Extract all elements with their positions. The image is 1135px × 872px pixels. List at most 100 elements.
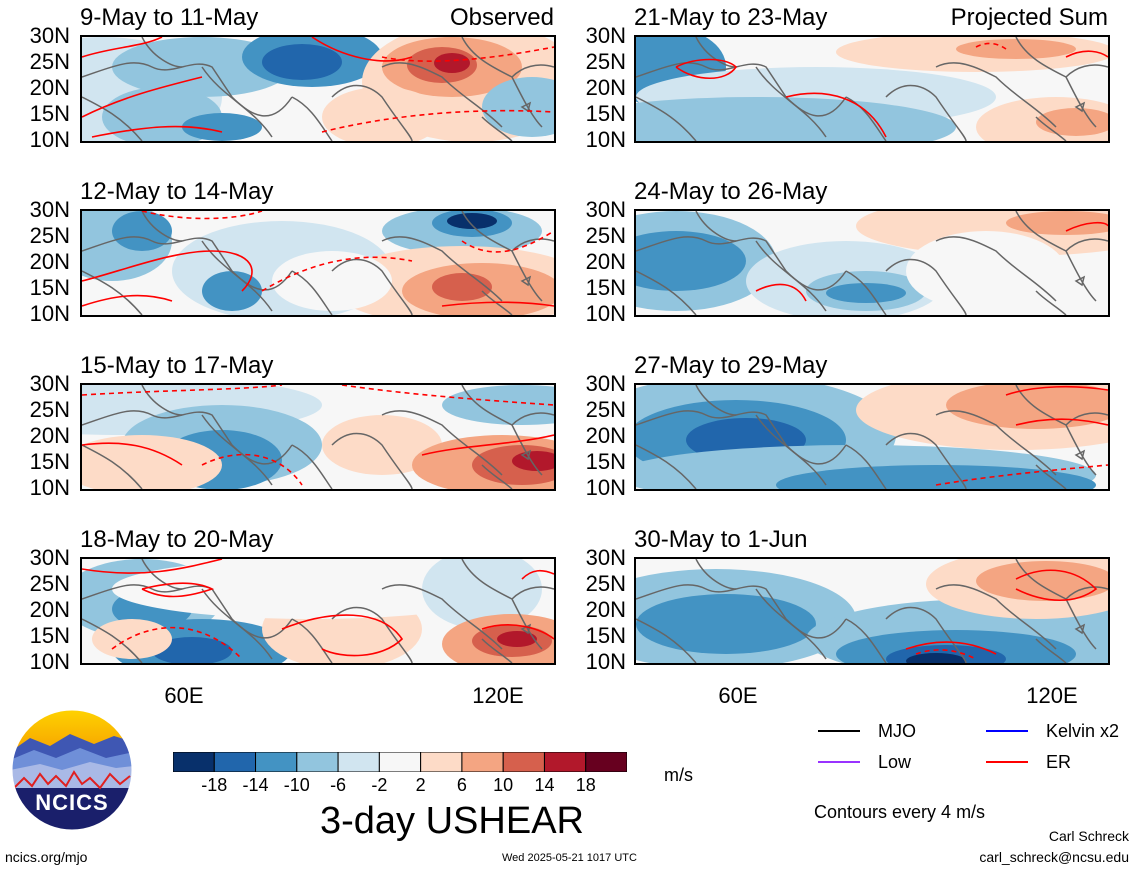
shaded-region-12	[482, 77, 554, 137]
er-contour-1	[1015, 569, 1098, 602]
shaded-region-4	[262, 44, 342, 80]
coastline-7	[1065, 586, 1108, 600]
coastline-2	[755, 240, 827, 312]
lat-label-right-3-25n: 25N	[585, 397, 626, 422]
panel-tag-5: Projected Sum	[950, 4, 1108, 31]
colorbar-swatch-10	[543, 751, 587, 773]
shaded-region-6	[1036, 108, 1108, 136]
ncics-logo-graphic	[11, 709, 133, 831]
footer-email[interactable]: carl_schreck@ncsu.edu	[979, 849, 1129, 865]
lat-label-left-1-25n: 25N	[29, 49, 70, 74]
er-contour-1	[82, 250, 253, 292]
coastline-1	[636, 236, 847, 291]
ncics-logo: NCICS	[10, 708, 134, 832]
lon-label-60e-right: 60E	[718, 683, 758, 708]
map-panel-5	[634, 35, 1110, 143]
map-panel-6-svg	[636, 211, 1108, 315]
coastline-9	[141, 385, 183, 416]
coastline-10	[481, 290, 513, 315]
coastline-5	[935, 236, 1057, 302]
lat-label-right-3-15n: 15N	[585, 449, 626, 474]
er-contour-2	[1065, 221, 1108, 232]
colorbar-swatch-8	[461, 751, 504, 773]
lat-label-left-2-10n: 10N	[29, 301, 70, 326]
map-panel-7-svg	[636, 385, 1108, 489]
er-contour-6	[521, 569, 554, 580]
coastline-11	[520, 101, 532, 113]
shaded-region-7	[636, 97, 956, 141]
shaded-region-5	[826, 283, 906, 303]
colorbar-tick-5: -2	[371, 775, 388, 795]
lat-label-right-4-25n: 25N	[585, 571, 626, 596]
coastline-5	[935, 62, 1057, 128]
er-contour-1	[82, 559, 223, 574]
er-contour-2	[82, 294, 173, 307]
panel-title-8: 30-May to 1-Jun	[634, 526, 808, 553]
coastline-7	[1065, 412, 1108, 426]
colorbar-svg	[172, 751, 628, 773]
coastline-11	[1074, 623, 1086, 635]
coastline-9	[141, 211, 183, 242]
coastline-8	[636, 270, 697, 315]
lat-label-left-3-15n: 15N	[29, 449, 70, 474]
coastline-6	[461, 559, 543, 650]
shaded-region-8	[976, 561, 1108, 601]
shaded-region-6	[447, 213, 497, 229]
coastline-6	[1015, 385, 1097, 476]
coastline-3	[845, 96, 887, 141]
coastline-6	[1015, 37, 1097, 128]
coastline-1	[636, 410, 847, 465]
shaded-region-11	[322, 87, 442, 141]
panel-title-7: 27-May to 29-May	[634, 352, 828, 379]
er-contour-5	[481, 624, 554, 640]
coastline-3	[291, 618, 333, 663]
coastline-11	[1074, 101, 1086, 113]
shaded-region-4	[152, 637, 232, 663]
coastline-2	[201, 414, 273, 486]
lat-label-right-2-15n: 15N	[585, 275, 626, 300]
lat-label-right-4-15n: 15N	[585, 623, 626, 648]
colorbar-swatch-6	[378, 751, 422, 773]
coastline-6	[461, 211, 543, 302]
coastline-8	[82, 96, 143, 141]
coastline-4	[885, 432, 967, 489]
er-contour-5	[381, 46, 554, 62]
coastline-7	[1065, 64, 1108, 78]
er-contour-1	[82, 442, 183, 466]
colorbar-swatch-2	[213, 751, 257, 773]
coastline-3	[845, 270, 887, 315]
coastline-3	[845, 618, 887, 663]
footer-url[interactable]: ncics.org/mjo	[5, 849, 88, 865]
er-contour-4	[281, 614, 404, 657]
shaded-region-10	[497, 631, 537, 647]
colorbar-units: m/s	[664, 765, 693, 785]
legend-line-kelvin	[986, 730, 1028, 732]
coastline-5	[381, 410, 503, 476]
coastline-5	[381, 584, 503, 650]
lat-label-left-3-20n: 20N	[29, 423, 70, 448]
lat-label-right-2-20n: 20N	[585, 249, 626, 274]
coastline-4	[885, 606, 967, 663]
coastline-9	[695, 211, 737, 242]
coastline-7	[1065, 238, 1108, 252]
lat-label-left-2-25n: 25N	[29, 223, 70, 248]
er-contour-5	[421, 434, 554, 456]
colorbar	[172, 751, 628, 773]
lat-label-left-4-25n: 25N	[29, 571, 70, 596]
coastline-1	[636, 584, 847, 639]
legend-label-er: ER	[1046, 752, 1072, 772]
coastline-8	[82, 444, 143, 489]
lat-label-right-2-25n: 25N	[585, 223, 626, 248]
map-panel-2	[80, 209, 556, 317]
legend-line-mjo	[818, 730, 860, 732]
coastline-2	[201, 240, 273, 312]
lat-label-left-4-10n: 10N	[29, 649, 70, 674]
er-contour-3	[1065, 50, 1108, 58]
lat-label-right-2-10n: 10N	[585, 301, 626, 326]
map-panel-1	[80, 35, 556, 143]
shaded-region-11	[272, 251, 392, 311]
footer-author: Carl Schreck	[1048, 828, 1129, 844]
legend-line-low	[818, 761, 860, 763]
lat-label-right-1-25n: 25N	[585, 49, 626, 74]
er-contour-1	[1005, 385, 1108, 396]
